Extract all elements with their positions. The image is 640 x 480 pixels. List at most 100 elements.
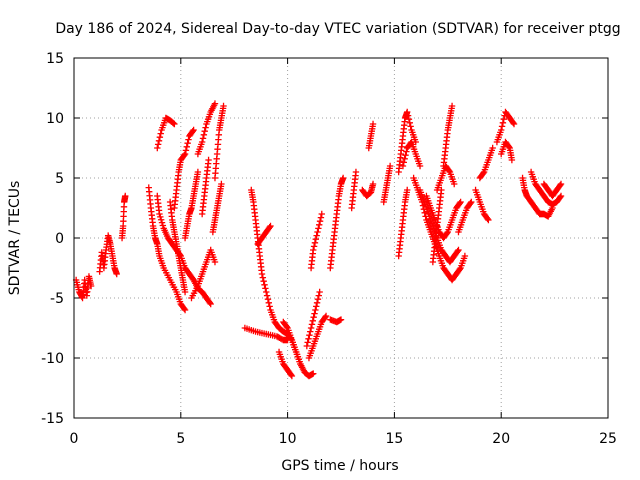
data-point-marker (508, 156, 516, 164)
y-tick-label: 15 (46, 51, 64, 67)
x-tick-label: 15 (385, 431, 403, 447)
data-point-marker (403, 148, 410, 155)
x-tick-label: 0 (70, 431, 79, 447)
data-point-marker (181, 288, 189, 296)
data-point-marker (287, 371, 295, 378)
data-point-marker (509, 119, 517, 126)
data-point-marker (171, 120, 178, 128)
data-point-marker (157, 213, 164, 221)
data-point-marker (199, 135, 207, 142)
data-point-marker (498, 126, 505, 134)
data-point-marker (484, 215, 491, 222)
data-point-marker (454, 248, 461, 255)
data-point-marker (315, 225, 322, 232)
data-point-marker (313, 232, 320, 239)
data-point-marker (310, 243, 318, 250)
data-point-marker (316, 288, 323, 296)
data-point-marker (181, 305, 188, 312)
data-point-marker (339, 174, 347, 182)
data-point-marker (369, 120, 377, 128)
data-point-marker (557, 180, 565, 188)
y-tick-label: -5 (50, 291, 64, 307)
data-point-marker (386, 162, 394, 170)
data-point-marker (190, 126, 197, 134)
x-tick-label: 20 (492, 431, 510, 447)
data-point-marker (313, 303, 320, 310)
data-point-marker (352, 168, 360, 176)
data-point-marker (305, 335, 312, 342)
data-point-marker (556, 194, 564, 201)
data-point-marker (202, 124, 209, 131)
y-tick-label: -15 (41, 411, 64, 427)
data-point-marker (310, 370, 317, 377)
data-point-marker (485, 216, 492, 224)
data-point-marker (404, 112, 412, 119)
data-point-marker (283, 323, 290, 330)
data-point-marker (288, 372, 296, 380)
data-point-marker (303, 342, 311, 350)
data-point-marker (306, 332, 313, 339)
data-point-marker (314, 296, 322, 303)
data-point-marker (400, 159, 407, 166)
data-point-marker (181, 152, 188, 159)
x-tick-label: 25 (599, 431, 617, 447)
data-point-marker (260, 278, 267, 285)
data-point-marker (314, 228, 321, 236)
data-point-marker (304, 339, 311, 346)
data-point-marker (309, 317, 317, 324)
data-point-marker (182, 147, 190, 154)
data-point-marker (307, 328, 314, 335)
y-tick-label: 10 (46, 111, 64, 127)
data-point-marker (316, 218, 324, 225)
data-point-marker (310, 246, 317, 254)
data-point-marker (498, 123, 506, 130)
data-point-marker (267, 222, 274, 230)
data-point-marker (181, 150, 189, 158)
data-point-marker (207, 300, 214, 308)
data-point-marker (312, 236, 319, 243)
data-point-marker (258, 270, 266, 278)
data-point-marker (405, 116, 413, 123)
data-point-marker (311, 239, 319, 246)
data-point-marker (322, 312, 330, 320)
data-point-marker (369, 180, 377, 188)
y-tick-label: -10 (41, 351, 64, 367)
x-tick-label: 10 (279, 431, 297, 447)
data-point-marker (308, 321, 316, 328)
data-point-marker (156, 134, 164, 141)
data-point-marker (264, 296, 272, 303)
data-point-marker (189, 128, 196, 135)
data-point-marker (448, 102, 456, 110)
data-point-marker (461, 252, 469, 260)
data-point-marker (416, 162, 424, 170)
data-point-marker (310, 314, 317, 321)
data-point-marker (311, 310, 318, 317)
data-point-marker (157, 216, 165, 223)
data-point-marker (318, 210, 325, 218)
data-point-marker (312, 306, 319, 314)
data-point-marker (265, 299, 273, 306)
data-point-marker (480, 170, 487, 177)
x-tick-label: 5 (176, 431, 185, 447)
data-point-marker (313, 299, 321, 306)
data-point-marker (266, 224, 273, 231)
data-point-marker (211, 100, 219, 107)
data-point-marker (505, 143, 513, 150)
data-point-marker (206, 299, 214, 306)
x-tick-labels: 0 5 10 15 20 25 (70, 431, 617, 447)
data-point-marker (455, 246, 462, 254)
chart-title: Day 186 of 2024, Sidereal Day-to-day VTE… (55, 21, 620, 37)
data-point-marker (157, 130, 164, 137)
data-point-marker (156, 210, 163, 218)
data-point-marker (170, 120, 177, 127)
data-points (72, 100, 565, 380)
data-point-marker (317, 214, 325, 221)
data-point-marker (158, 219, 166, 226)
data-point-marker (263, 292, 271, 299)
y-tick-label: 5 (55, 171, 64, 187)
data-point-marker (556, 182, 564, 189)
data-point-marker (489, 144, 496, 152)
data-point-marker (500, 116, 507, 123)
data-point-marker (316, 221, 323, 228)
